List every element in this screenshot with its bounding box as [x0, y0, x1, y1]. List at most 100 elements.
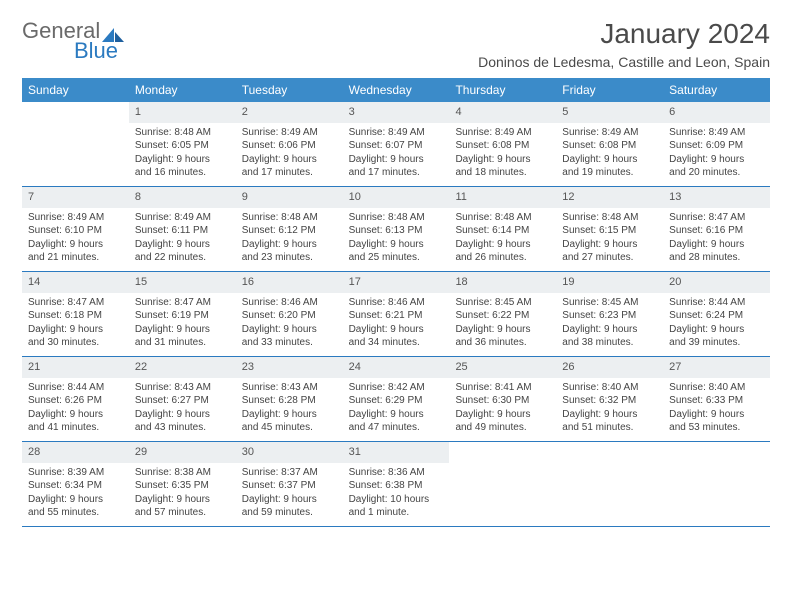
day-info-line: Sunrise: 8:47 AM [28, 296, 123, 310]
day-info-line: Sunrise: 8:45 AM [562, 296, 657, 310]
day-number: 9 [236, 187, 343, 208]
day-info-line: and 34 minutes. [349, 336, 444, 350]
day-info-line: Daylight: 9 hours [669, 153, 764, 167]
day-info-line: and 17 minutes. [242, 166, 337, 180]
day-number: 15 [129, 272, 236, 293]
day-info-line: Daylight: 9 hours [349, 153, 444, 167]
day-info-line: Sunset: 6:05 PM [135, 139, 230, 153]
day-info-line: and 1 minute. [349, 506, 444, 520]
day-info-line: Sunset: 6:28 PM [242, 394, 337, 408]
day-info-line: Sunrise: 8:48 AM [242, 211, 337, 225]
day-info-line: and 31 minutes. [135, 336, 230, 350]
day-number: 25 [449, 357, 556, 378]
day-info-line: Sunset: 6:06 PM [242, 139, 337, 153]
day-info-line: and 27 minutes. [562, 251, 657, 265]
day-info-line: Daylight: 9 hours [28, 323, 123, 337]
day-info-line: Sunset: 6:09 PM [669, 139, 764, 153]
day-info-line: Sunset: 6:29 PM [349, 394, 444, 408]
day-info-line: Sunset: 6:38 PM [349, 479, 444, 493]
day-body [663, 463, 770, 472]
day-number: 22 [129, 357, 236, 378]
brand-text-2: Blue [74, 38, 124, 64]
day-info-line: Sunrise: 8:48 AM [135, 126, 230, 140]
day-cell: 26Sunrise: 8:40 AMSunset: 6:32 PMDayligh… [556, 357, 663, 441]
day-info-line: Daylight: 9 hours [135, 323, 230, 337]
day-info-line: and 22 minutes. [135, 251, 230, 265]
day-info-line: Daylight: 9 hours [562, 323, 657, 337]
day-info-line: Sunrise: 8:49 AM [242, 126, 337, 140]
weekday-header: Monday [129, 78, 236, 102]
day-info-line: Sunrise: 8:38 AM [135, 466, 230, 480]
day-info-line: and 30 minutes. [28, 336, 123, 350]
day-info-line: Sunset: 6:23 PM [562, 309, 657, 323]
day-info-line: Daylight: 9 hours [28, 238, 123, 252]
day-info-line: Daylight: 9 hours [242, 408, 337, 422]
day-info-line: Sunset: 6:20 PM [242, 309, 337, 323]
day-cell: 5Sunrise: 8:49 AMSunset: 6:08 PMDaylight… [556, 102, 663, 186]
day-info-line: Sunrise: 8:49 AM [349, 126, 444, 140]
day-number: 5 [556, 102, 663, 123]
day-cell: 29Sunrise: 8:38 AMSunset: 6:35 PMDayligh… [129, 442, 236, 526]
day-info-line: and 47 minutes. [349, 421, 444, 435]
week-row: 21Sunrise: 8:44 AMSunset: 6:26 PMDayligh… [22, 357, 770, 442]
day-info-line: and 43 minutes. [135, 421, 230, 435]
day-info-line: Sunset: 6:33 PM [669, 394, 764, 408]
day-info-line: and 36 minutes. [455, 336, 550, 350]
day-info-line: and 57 minutes. [135, 506, 230, 520]
day-number: 31 [343, 442, 450, 463]
day-cell: 15Sunrise: 8:47 AMSunset: 6:19 PMDayligh… [129, 272, 236, 356]
day-info-line: Sunset: 6:30 PM [455, 394, 550, 408]
day-cell [556, 442, 663, 526]
day-info-line: Sunrise: 8:48 AM [455, 211, 550, 225]
day-info-line: Sunset: 6:08 PM [562, 139, 657, 153]
day-number: 21 [22, 357, 129, 378]
day-info-line: and 17 minutes. [349, 166, 444, 180]
day-body [22, 123, 129, 132]
day-info-line: Sunset: 6:18 PM [28, 309, 123, 323]
day-body: Sunrise: 8:46 AMSunset: 6:21 PMDaylight:… [343, 293, 450, 356]
day-info-line: Sunset: 6:13 PM [349, 224, 444, 238]
day-body: Sunrise: 8:47 AMSunset: 6:18 PMDaylight:… [22, 293, 129, 356]
day-info-line: Sunset: 6:24 PM [669, 309, 764, 323]
day-body: Sunrise: 8:49 AMSunset: 6:09 PMDaylight:… [663, 123, 770, 186]
day-info-line: and 25 minutes. [349, 251, 444, 265]
day-number: 28 [22, 442, 129, 463]
day-cell: 8Sunrise: 8:49 AMSunset: 6:11 PMDaylight… [129, 187, 236, 271]
day-cell: 14Sunrise: 8:47 AMSunset: 6:18 PMDayligh… [22, 272, 129, 356]
day-cell: 3Sunrise: 8:49 AMSunset: 6:07 PMDaylight… [343, 102, 450, 186]
day-body: Sunrise: 8:46 AMSunset: 6:20 PMDaylight:… [236, 293, 343, 356]
day-info-line: Daylight: 9 hours [349, 323, 444, 337]
day-body: Sunrise: 8:40 AMSunset: 6:32 PMDaylight:… [556, 378, 663, 441]
day-body: Sunrise: 8:48 AMSunset: 6:15 PMDaylight:… [556, 208, 663, 271]
day-info-line: Sunrise: 8:45 AM [455, 296, 550, 310]
day-info-line: and 38 minutes. [562, 336, 657, 350]
brand-logo: GeneralBlue [22, 18, 124, 64]
day-info-line: Daylight: 9 hours [135, 238, 230, 252]
day-info-line: Sunrise: 8:44 AM [28, 381, 123, 395]
day-info-line: Daylight: 9 hours [28, 408, 123, 422]
day-info-line: Daylight: 9 hours [242, 323, 337, 337]
header: GeneralBlue January 2024 Doninos de Lede… [22, 18, 770, 70]
day-body: Sunrise: 8:42 AMSunset: 6:29 PMDaylight:… [343, 378, 450, 441]
weekday-header: Thursday [449, 78, 556, 102]
week-row: 14Sunrise: 8:47 AMSunset: 6:18 PMDayligh… [22, 272, 770, 357]
day-cell: 19Sunrise: 8:45 AMSunset: 6:23 PMDayligh… [556, 272, 663, 356]
day-number: 10 [343, 187, 450, 208]
day-info-line: and 33 minutes. [242, 336, 337, 350]
day-body: Sunrise: 8:48 AMSunset: 6:12 PMDaylight:… [236, 208, 343, 271]
day-info-line: Sunset: 6:27 PM [135, 394, 230, 408]
day-number: 26 [556, 357, 663, 378]
day-cell: 21Sunrise: 8:44 AMSunset: 6:26 PMDayligh… [22, 357, 129, 441]
day-body: Sunrise: 8:45 AMSunset: 6:23 PMDaylight:… [556, 293, 663, 356]
month-title: January 2024 [478, 18, 770, 50]
day-number: 2 [236, 102, 343, 123]
day-body: Sunrise: 8:49 AMSunset: 6:10 PMDaylight:… [22, 208, 129, 271]
day-cell: 17Sunrise: 8:46 AMSunset: 6:21 PMDayligh… [343, 272, 450, 356]
day-body: Sunrise: 8:44 AMSunset: 6:24 PMDaylight:… [663, 293, 770, 356]
day-info-line: Sunrise: 8:46 AM [349, 296, 444, 310]
day-info-line: Daylight: 9 hours [242, 153, 337, 167]
day-number: 8 [129, 187, 236, 208]
day-number [22, 102, 129, 123]
day-number: 3 [343, 102, 450, 123]
day-info-line: Sunrise: 8:37 AM [242, 466, 337, 480]
